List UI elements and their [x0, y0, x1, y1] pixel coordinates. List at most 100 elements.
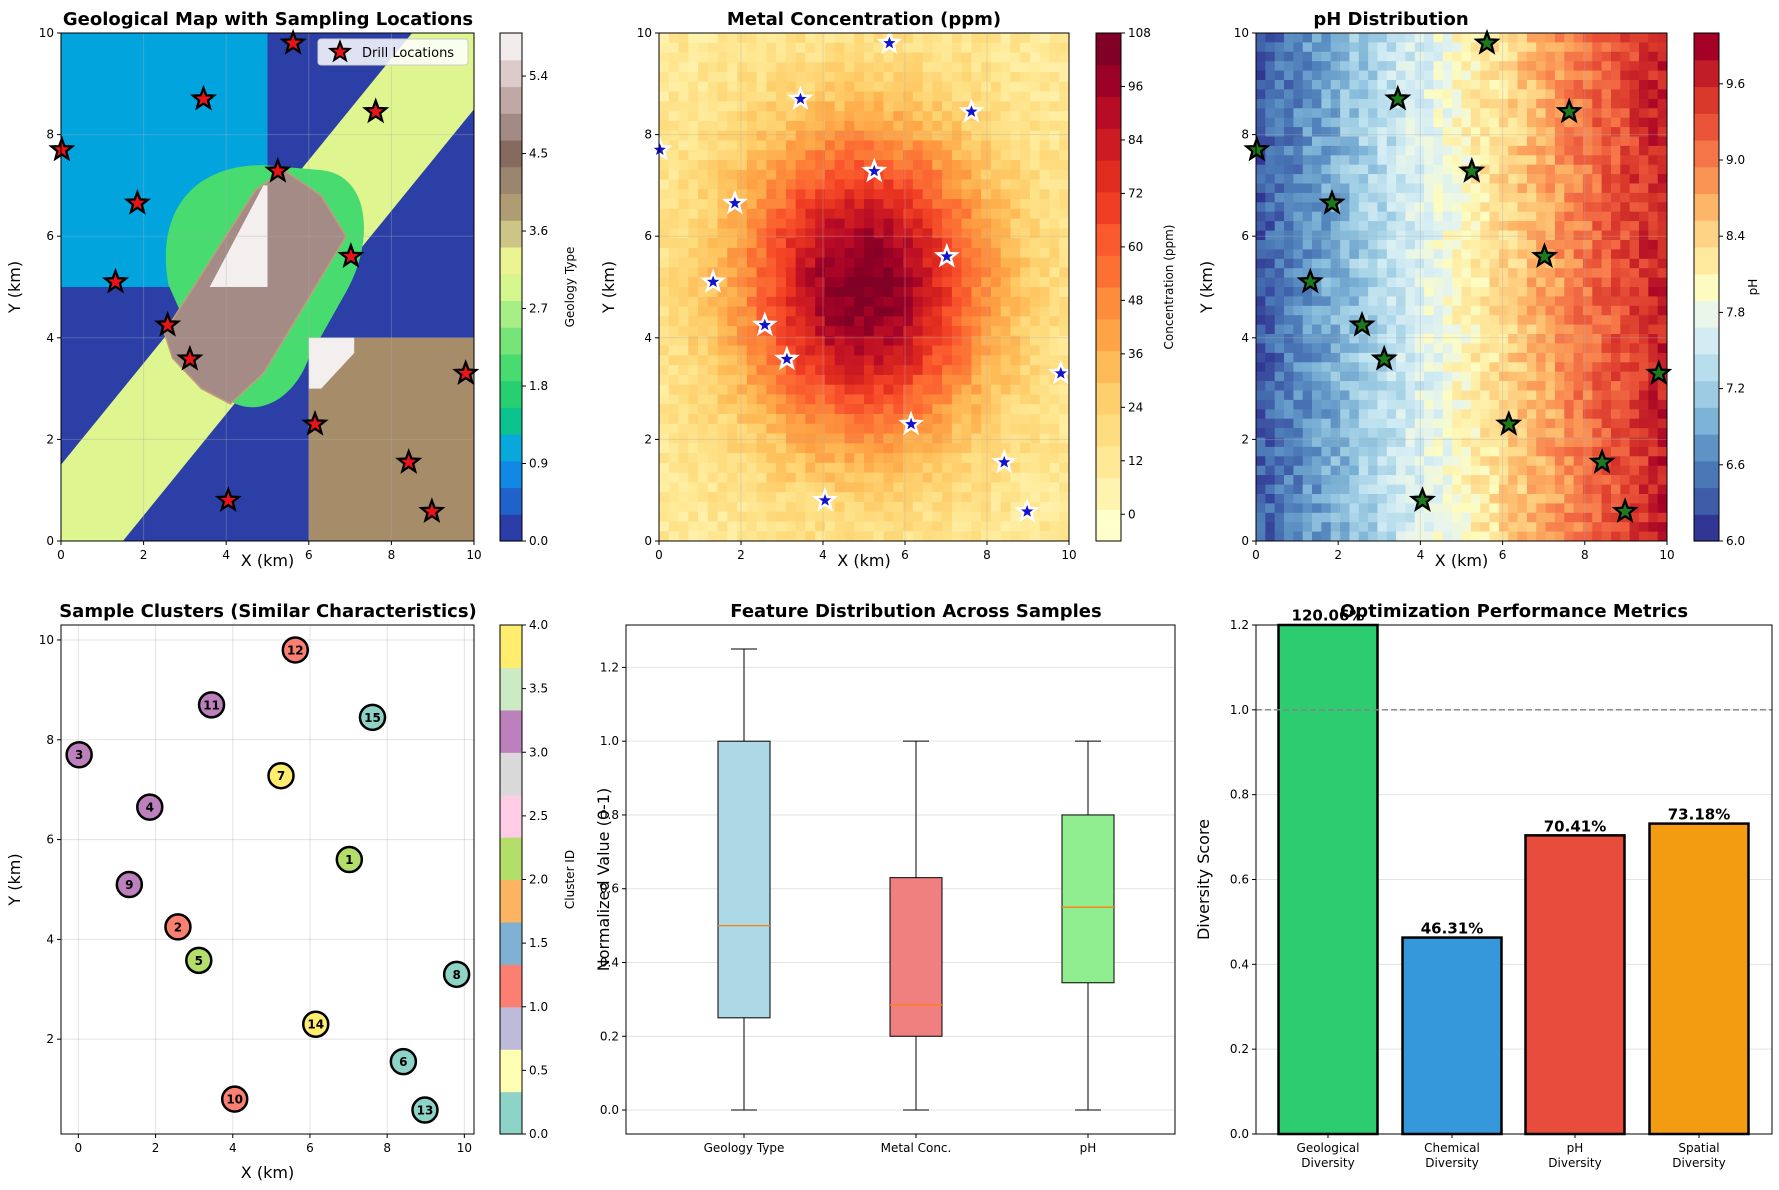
ph-cell — [1340, 108, 1351, 119]
ph-cell — [1405, 343, 1416, 354]
metal-cell — [825, 62, 836, 73]
metal-cell — [893, 365, 904, 376]
ph-cell — [1554, 98, 1565, 109]
ph-cell — [1274, 399, 1285, 410]
metal-cell — [785, 482, 797, 493]
ph-cell — [1545, 409, 1556, 420]
ph-cell — [1256, 362, 1266, 373]
ph-cell — [1265, 428, 1276, 439]
metal-cell — [864, 101, 875, 112]
metal-cell — [1010, 316, 1021, 327]
ph-xtick-label: 0 — [1252, 548, 1260, 562]
metal-cell — [903, 199, 914, 210]
metal-cell — [971, 189, 982, 200]
ph-cell — [1442, 155, 1453, 166]
ph-cell — [1639, 268, 1649, 279]
metal-cell — [981, 33, 992, 44]
metal-cell — [688, 394, 699, 405]
ph-cell — [1526, 381, 1537, 392]
ph-cell — [1489, 399, 1500, 410]
ph-cell — [1461, 418, 1472, 429]
metal-cell — [912, 433, 924, 444]
ph-cell — [1620, 240, 1631, 251]
ph-cell — [1452, 89, 1463, 100]
ph-cell — [1601, 221, 1612, 232]
metal-cell — [746, 433, 758, 444]
metal-cell — [766, 130, 777, 142]
ph-cell — [1452, 61, 1463, 72]
ph-cell — [1582, 98, 1593, 109]
ph-cell — [1358, 258, 1369, 269]
metal-sample-marker-15 — [958, 98, 985, 123]
ph-cell — [1648, 343, 1659, 354]
metal-colorbar-tick-label: 72 — [1128, 186, 1143, 200]
metal-cell — [1020, 238, 1031, 249]
clusters-point-label-15: 15 — [364, 711, 381, 725]
metal-cell — [688, 306, 699, 317]
metal-cell — [678, 414, 689, 425]
metal-cell — [776, 443, 787, 454]
ph-cell — [1611, 117, 1621, 128]
ph-cell — [1582, 136, 1593, 147]
metal-cell — [883, 81, 894, 93]
ph-cell — [1312, 42, 1322, 53]
ph-cell — [1274, 42, 1285, 53]
ph-cell — [1265, 174, 1276, 185]
metal-cell — [951, 316, 963, 327]
ph-cell — [1480, 221, 1491, 232]
clusters-point-7 — [267, 761, 295, 790]
metal-cell — [981, 365, 992, 376]
ph-cell — [1396, 211, 1407, 222]
metal-cell — [825, 277, 836, 288]
ph-cell — [1424, 145, 1435, 156]
metal-cell — [795, 482, 807, 493]
ph-cell — [1489, 343, 1500, 354]
ph-cell — [1386, 258, 1397, 269]
geo-colorbar-band — [500, 166, 522, 195]
clusters-colorbar-band — [500, 752, 522, 796]
ph-cell — [1620, 230, 1631, 241]
ph-cell — [1433, 80, 1444, 91]
metal-cell — [707, 365, 719, 376]
metal-cell — [717, 326, 729, 337]
metal-cell — [951, 472, 963, 484]
clusters-point-label-5: 5 — [195, 954, 203, 968]
ph-cell — [1358, 296, 1369, 307]
ph-cell — [1536, 494, 1547, 505]
metal-cell — [688, 189, 699, 200]
ph-cell — [1611, 512, 1621, 523]
metal-cell — [1010, 199, 1021, 210]
metal-cell — [805, 238, 816, 249]
ph-cell — [1657, 399, 1667, 410]
ph-cell — [1601, 399, 1612, 410]
ph-cell — [1648, 512, 1659, 523]
ph-cell — [1265, 456, 1276, 467]
metal-cell — [864, 228, 875, 239]
ph-cell — [1377, 61, 1388, 72]
ph-cell — [1629, 155, 1640, 166]
ph-ylabel: Y (km) — [1197, 261, 1216, 314]
ph-cell — [1433, 371, 1444, 382]
metal-cell — [1020, 208, 1031, 220]
metal-cell — [903, 521, 914, 532]
ph-cell — [1573, 352, 1584, 363]
metal-cell — [707, 81, 719, 93]
metal-cell — [805, 316, 816, 327]
metal-cell — [1059, 287, 1069, 298]
ph-cell — [1265, 42, 1276, 53]
ph-ytick-label: 8 — [1241, 128, 1249, 142]
metal-cell — [1000, 150, 1012, 161]
ph-cell — [1470, 428, 1481, 439]
metal-cell — [756, 521, 768, 532]
ph-cell — [1470, 418, 1481, 429]
metal-cell — [883, 374, 894, 386]
ph-cell — [1302, 174, 1313, 185]
ph-cell — [1601, 89, 1612, 100]
ph-cell — [1648, 324, 1659, 335]
metal-cell — [815, 238, 826, 249]
ph-cell — [1405, 409, 1416, 420]
metal-cell — [971, 433, 982, 444]
metal-cell — [678, 374, 689, 386]
metal-cell — [844, 238, 855, 249]
box-ytick-label: 1.0 — [600, 734, 619, 748]
